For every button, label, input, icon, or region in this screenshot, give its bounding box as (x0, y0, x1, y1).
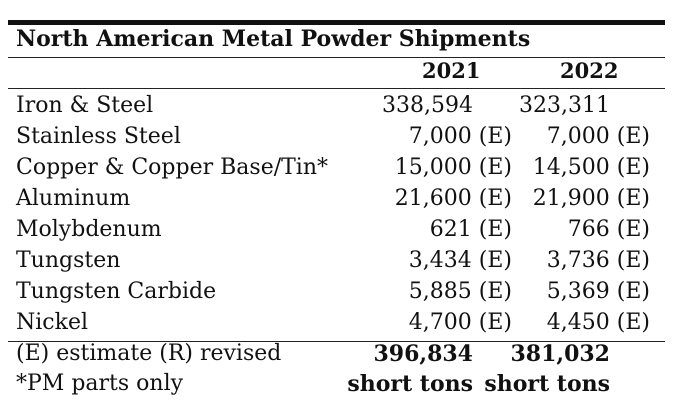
row-label: Nickel (16, 310, 88, 335)
value-2021: 21,600 (E) (394, 186, 512, 211)
value-2022: 14,500 (E) (532, 155, 650, 180)
row-label: Tungsten Carbide (16, 279, 217, 304)
value-2022: 766 (E) (567, 217, 650, 242)
row-label: Iron & Steel (16, 93, 154, 118)
value-2022: 21,900 (E) (532, 186, 650, 211)
value-2021: 621 (E) (429, 217, 512, 242)
total-rule (8, 341, 665, 342)
unit-2021: short tons (347, 371, 473, 397)
row-label: Stainless Steel (16, 124, 181, 149)
column-header-2022: 2022 (560, 58, 619, 83)
row-label: Molybdenum (16, 217, 162, 242)
value-2021: 4,700 (E) (408, 310, 512, 335)
value-2021: 3,434 (E) (408, 248, 512, 273)
value-2021: 15,000 (E) (394, 155, 512, 180)
total-2021: 396,834 (373, 341, 473, 367)
row-label: Tungsten (16, 248, 121, 273)
unit-2022: short tons (484, 371, 610, 397)
value-2022: 5,369 (E) (546, 279, 650, 304)
value-2022: 7,000 (E) (546, 124, 650, 149)
value-2021: 338,594 (382, 93, 473, 118)
value-2022: 323,311 (519, 93, 610, 118)
header-rule (8, 88, 665, 89)
top-rule (8, 20, 665, 25)
value-2022: 4,450 (E) (546, 310, 650, 335)
row-label: Copper & Copper Base/Tin* (16, 155, 329, 180)
value-2021: 7,000 (E) (408, 124, 512, 149)
value-2021: 5,885 (E) (408, 279, 512, 304)
title-rule (8, 57, 665, 58)
table-title: North American Metal Powder Shipments (16, 26, 531, 52)
estimate-note: (E) estimate (R) revised (16, 341, 282, 366)
row-label: Aluminum (16, 186, 131, 211)
total-2022: 381,032 (510, 341, 610, 367)
value-2022: 3,736 (E) (546, 248, 650, 273)
pm-parts-note: *PM parts only (16, 371, 184, 396)
column-header-2021: 2021 (422, 58, 481, 83)
